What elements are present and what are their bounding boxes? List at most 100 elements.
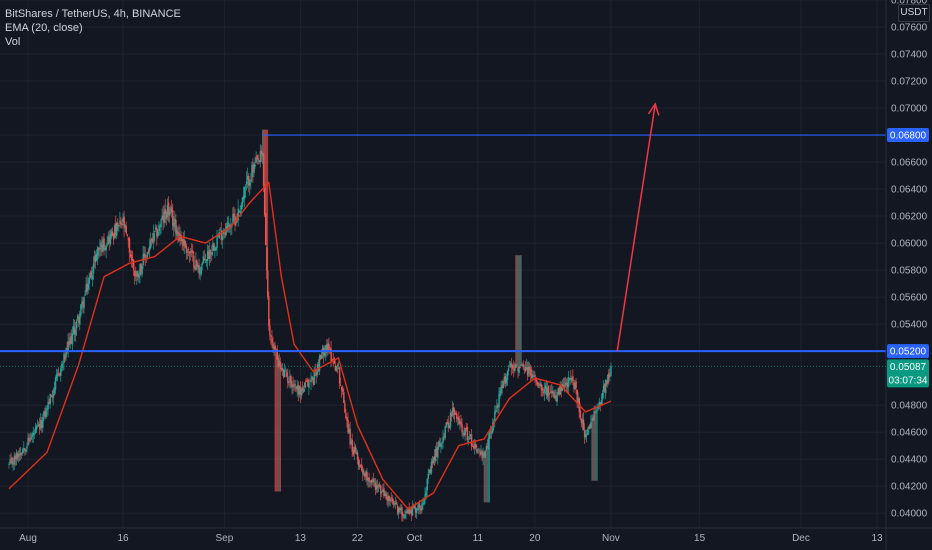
candle — [466, 423, 469, 443]
candle — [196, 259, 198, 270]
candle — [46, 405, 48, 418]
candle-body — [318, 355, 321, 372]
candle — [45, 405, 47, 420]
candle-body — [47, 402, 49, 410]
candle — [184, 240, 187, 249]
candle — [163, 204, 166, 228]
candle-body — [577, 397, 579, 404]
candle — [541, 384, 544, 397]
candle — [43, 410, 45, 421]
candle-body — [511, 364, 513, 368]
candle — [102, 236, 104, 253]
candle-body — [446, 421, 449, 424]
candle-body — [37, 424, 40, 427]
candle-body — [245, 181, 248, 185]
price-tick-label: 0.04400 — [891, 455, 928, 466]
candle-body — [376, 485, 379, 488]
candle — [284, 363, 286, 378]
candle — [357, 456, 360, 470]
candle — [51, 389, 54, 403]
candle — [242, 186, 245, 203]
candle-body — [537, 382, 539, 387]
symbol-title[interactable]: BitShares / TetherUS, 4h, BINANCE — [5, 8, 181, 20]
candle — [417, 504, 419, 511]
candle-body — [600, 400, 603, 405]
candle — [58, 367, 60, 377]
candle-body — [273, 346, 275, 349]
candle-body — [481, 450, 483, 459]
candle-body — [408, 508, 411, 515]
candle-body — [169, 209, 172, 211]
candle-body — [164, 208, 167, 215]
candle-body — [599, 402, 602, 405]
candle-body — [606, 380, 608, 385]
candle-body — [357, 458, 360, 466]
candle — [310, 372, 312, 390]
volume-indicator-label[interactable]: Vol — [5, 36, 21, 48]
candle-body — [147, 250, 150, 253]
candle-body — [480, 451, 482, 454]
candle — [349, 421, 351, 449]
ema-indicator-label[interactable]: EMA (20, close) — [5, 22, 83, 34]
candle — [214, 245, 216, 258]
candle — [270, 334, 272, 345]
candle-body — [243, 186, 246, 199]
candle-body — [191, 250, 193, 253]
candle — [588, 425, 590, 435]
candle — [294, 380, 296, 392]
candle-body — [580, 418, 583, 423]
candle — [34, 422, 37, 434]
candle — [336, 363, 339, 374]
candle-body — [486, 446, 489, 449]
candle-body — [546, 387, 549, 398]
candle-body — [498, 394, 500, 408]
candle-body — [266, 247, 268, 271]
candle-body — [290, 376, 292, 387]
candle-body — [79, 313, 81, 325]
candle-body — [292, 384, 294, 387]
candle-body — [504, 376, 507, 384]
candle — [446, 419, 449, 425]
price-label-bg — [887, 344, 929, 359]
candle-body — [86, 283, 88, 292]
candle — [21, 452, 23, 459]
price-tick-label: 0.06000 — [891, 239, 928, 250]
candle — [54, 375, 57, 395]
candle-body — [305, 381, 307, 382]
candle — [558, 386, 560, 397]
candle-body — [455, 413, 457, 414]
candle-body — [431, 460, 434, 464]
candle — [61, 360, 63, 372]
candle — [480, 444, 482, 456]
candle-body — [461, 424, 463, 433]
candle-body — [99, 248, 101, 250]
candle-body — [36, 426, 39, 427]
candle — [518, 255, 520, 376]
candle — [118, 224, 120, 232]
candle-body — [253, 163, 255, 173]
candle — [405, 508, 407, 520]
candle-body — [500, 387, 502, 393]
time-tick-label: 13 — [871, 533, 883, 544]
candle — [516, 255, 518, 367]
candle-body — [507, 368, 510, 372]
candle-body — [573, 382, 575, 390]
candle — [361, 457, 363, 472]
candle-body — [426, 478, 428, 491]
candle-body — [173, 222, 175, 228]
candle-body — [96, 253, 98, 261]
candle-body — [21, 452, 23, 454]
candle-body — [339, 385, 342, 387]
candle-body — [327, 343, 329, 352]
candle — [389, 496, 391, 507]
candle-body — [250, 179, 252, 182]
candle — [398, 506, 400, 519]
candle — [245, 171, 248, 191]
candle-body — [154, 231, 156, 233]
candle-body — [522, 364, 525, 368]
candle-body — [476, 449, 478, 453]
currency-label[interactable]: USDT — [898, 4, 930, 22]
candle-body — [61, 363, 63, 369]
candle — [439, 437, 441, 448]
